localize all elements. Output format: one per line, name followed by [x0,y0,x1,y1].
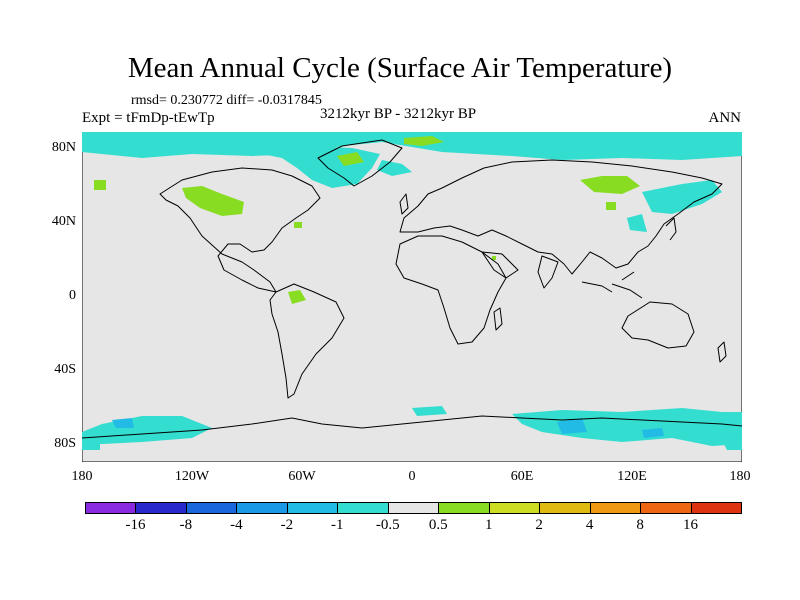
colorbar-segment [236,502,288,514]
plot-title: Mean Annual Cycle (Surface Air Temperatu… [127,52,673,84]
lon-label-180-left: 180 [71,469,93,484]
colorbar-segment [438,502,490,514]
lat-label-40n: 40N [51,214,76,229]
colorbar-segment [286,502,339,514]
colorbar-segment [589,502,642,514]
colorbar-segment [337,502,389,514]
lat-label-40s: 40S [54,362,76,377]
lon-label-0: 0 [408,469,416,484]
stats-text: rmsd= 0.230772 diff= -0.0317845 [131,93,322,108]
lon-label-120e: 120E [617,469,647,484]
lat-label-80s: 80S [54,436,76,451]
colorbar-label: -16 [125,517,146,533]
lon-label-60w: 60W [288,469,316,484]
season-label: ANN [708,110,742,126]
colorbar-label: -8 [179,517,193,533]
colorbar-label: 8 [636,517,644,533]
colorbar-label: -4 [230,517,243,533]
colorbar-segment [135,502,187,514]
colorbar-label: -0.5 [375,517,400,533]
lon-label-60e: 60E [510,469,534,484]
period-label: 3212kyr BP - 3212kyr BP [320,106,477,122]
colorbar-label: 4 [585,517,594,533]
colorbar-segment [387,502,440,514]
colorbar-segment [690,502,742,514]
colorbar-segment [85,502,137,514]
blue-anomaly-regions [112,418,664,438]
colorbar-segment [539,502,591,514]
colorbar-segment [488,502,541,514]
lon-label-120w: 120W [174,469,210,484]
lat-label-0: 0 [69,288,76,303]
world-map [82,132,742,462]
colorbar [85,502,742,516]
coastlines [82,139,742,439]
colorbar-label: -2 [280,517,294,533]
colorbar-segment [185,502,238,514]
colorbar-segment [640,502,692,514]
colorbar-label: -1 [331,517,344,533]
green-anomaly-regions [94,136,640,304]
lon-label-180-right: 180 [729,469,751,484]
colorbar-label: 1 [484,517,493,533]
colorbar-label: 16 [683,517,699,533]
experiment-label: Expt = tFmDp-tEwTp [82,110,215,126]
lat-label-80n: 80N [51,140,76,155]
colorbar-label: 2 [535,517,543,533]
colorbar-label: 0.5 [428,517,448,533]
